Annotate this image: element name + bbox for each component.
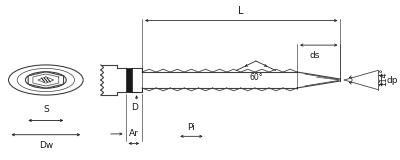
Text: 114°: 114° bbox=[380, 68, 389, 86]
Text: D: D bbox=[131, 103, 138, 112]
Bar bbox=[126, 68, 132, 92]
Text: Pi: Pi bbox=[188, 123, 195, 132]
Text: ds: ds bbox=[310, 51, 320, 60]
Text: dp: dp bbox=[386, 76, 398, 84]
Text: Ar: Ar bbox=[129, 129, 139, 138]
Text: S: S bbox=[43, 105, 49, 114]
Text: Dw: Dw bbox=[39, 141, 53, 150]
Text: 60°: 60° bbox=[249, 73, 263, 82]
Text: L: L bbox=[238, 6, 244, 16]
